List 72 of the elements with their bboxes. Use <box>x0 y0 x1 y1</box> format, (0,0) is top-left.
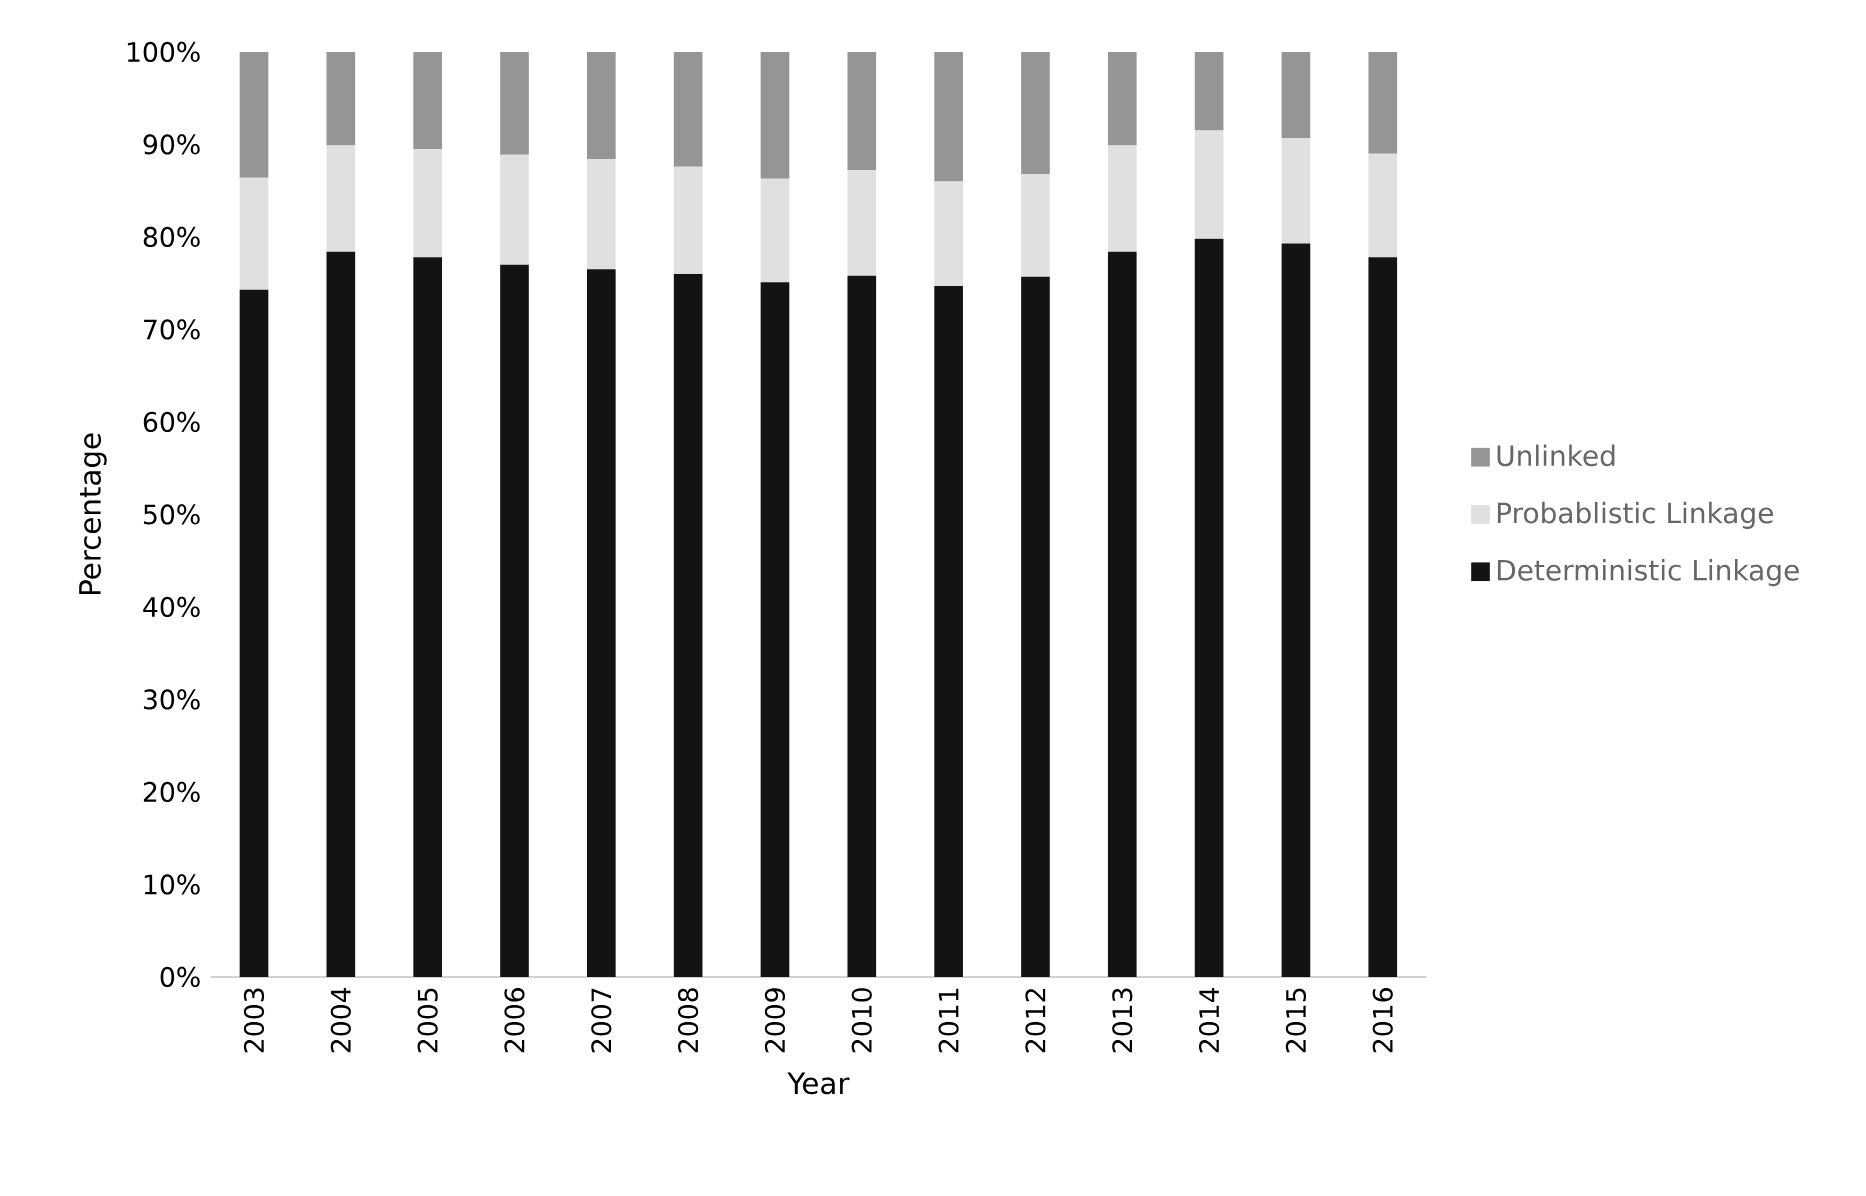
bar <box>760 178 790 283</box>
y-axis-title: Percentage <box>79 433 107 595</box>
bar <box>500 154 529 265</box>
bar <box>500 264 529 978</box>
bar <box>847 276 877 978</box>
bar <box>1368 153 1398 258</box>
bar <box>673 274 703 978</box>
bar <box>1107 251 1137 978</box>
bar <box>326 145 356 252</box>
bar <box>673 52 703 167</box>
x-tick-label: 2012 <box>1025 989 1046 1053</box>
bar <box>934 181 963 287</box>
x-tick-label: 2010 <box>851 988 872 1053</box>
x-tick-label: 2005 <box>417 988 438 1053</box>
x-tick-label: 2004 <box>330 988 351 1053</box>
bar <box>1021 276 1050 978</box>
bar <box>847 52 877 171</box>
x-tick-label: 2006 <box>504 988 525 1053</box>
bar <box>934 286 963 978</box>
bar <box>326 251 356 978</box>
bar <box>673 166 703 275</box>
bar <box>847 170 877 277</box>
y-tick-label: 0% <box>160 967 200 988</box>
bar <box>326 52 356 146</box>
legend-label: Probablistic Linkage <box>1497 502 1773 530</box>
bar <box>586 52 616 160</box>
x-tick-label: 2011 <box>938 989 959 1053</box>
x-axis-title: Year <box>787 1072 850 1095</box>
bar <box>1194 239 1224 978</box>
bar <box>1281 52 1311 139</box>
x-tick-label: 2014 <box>1199 988 1220 1053</box>
bar <box>1281 138 1311 244</box>
x-tick-label: 2003 <box>243 988 265 1053</box>
y-tick-label: 70% <box>144 319 200 340</box>
x-tick-label: 2009 <box>764 988 786 1053</box>
bar <box>1107 52 1137 146</box>
bar <box>1368 52 1398 154</box>
y-tick-label: 90% <box>143 134 200 155</box>
bar <box>413 149 442 258</box>
x-tick-label: 2013 <box>1112 988 1133 1053</box>
x-tick-label: 2016 <box>1372 988 1393 1053</box>
bar <box>760 52 790 179</box>
bar <box>1021 174 1050 277</box>
x-tick-label: 2015 <box>1285 988 1307 1053</box>
y-tick-label: 40% <box>143 597 200 618</box>
bar <box>500 52 529 155</box>
y-tick-label: 60% <box>143 412 200 433</box>
legend-label: Deterministic Linkage <box>1497 559 1799 587</box>
bar <box>586 269 616 978</box>
y-tick-label: 30% <box>143 689 200 710</box>
y-tick-label: 50% <box>143 504 200 525</box>
y-tick-label: 100% <box>127 42 200 63</box>
legend-label: Unlinked <box>1497 444 1615 467</box>
bar <box>1021 52 1050 175</box>
bar <box>1194 52 1224 131</box>
bar <box>239 177 269 290</box>
y-tick-label: 10% <box>144 874 200 895</box>
y-tick-label: 20% <box>143 782 200 803</box>
y-tick-label: 80% <box>143 227 200 248</box>
x-tick-label: 2007 <box>591 988 612 1053</box>
bar <box>239 289 269 978</box>
bar <box>1368 257 1398 978</box>
bar <box>760 282 790 978</box>
bar <box>586 159 616 270</box>
bar <box>239 52 269 178</box>
bar <box>1281 243 1311 978</box>
bar <box>934 52 963 182</box>
x-tick-label: 2008 <box>678 988 699 1053</box>
bar <box>413 257 442 978</box>
bar <box>1194 130 1224 240</box>
bar <box>413 52 442 150</box>
bar <box>1107 145 1137 252</box>
